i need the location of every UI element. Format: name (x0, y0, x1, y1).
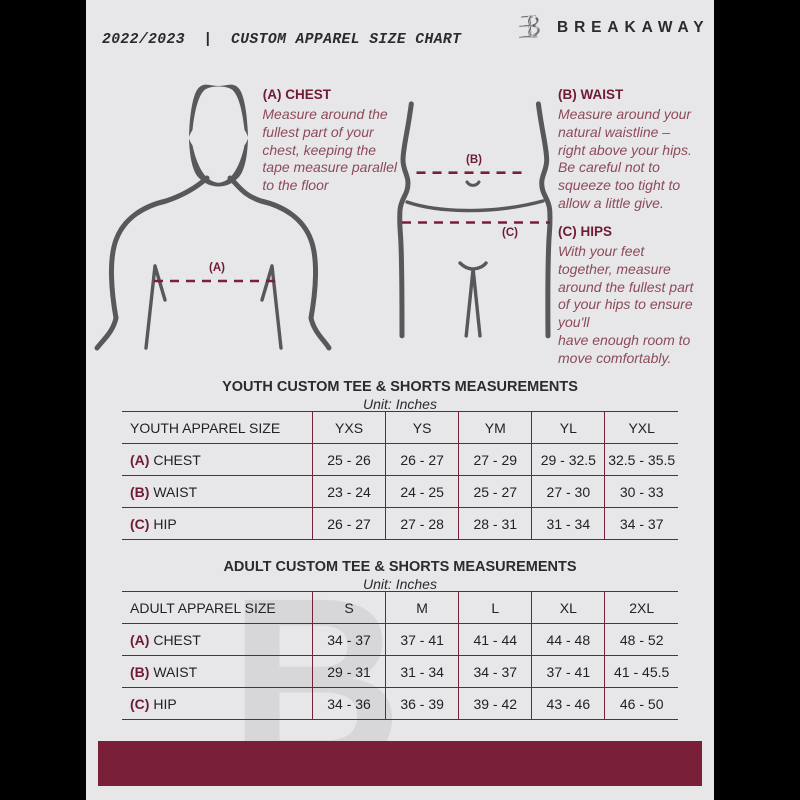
svg-text:(B): (B) (466, 154, 482, 166)
svg-text:(A): (A) (209, 262, 225, 274)
svg-text:(C): (C) (502, 227, 518, 239)
